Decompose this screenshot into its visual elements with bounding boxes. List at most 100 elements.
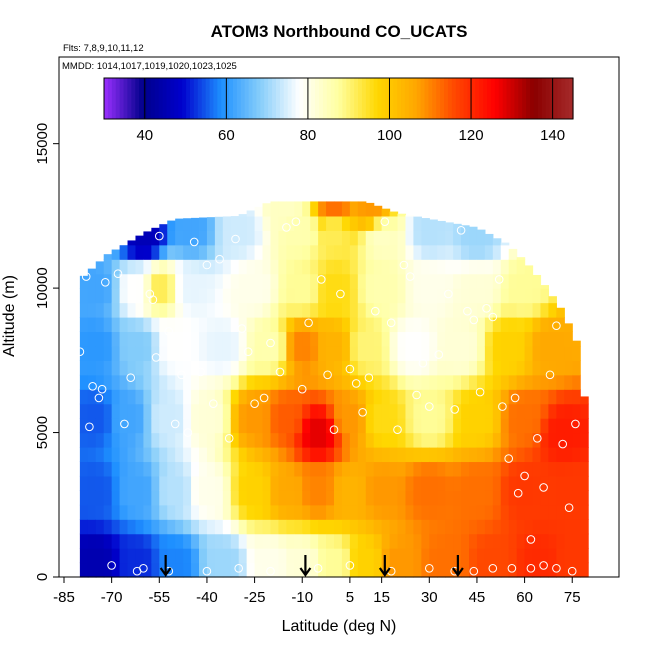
heatmap-cell: [445, 403, 454, 419]
observation-point: [317, 275, 326, 284]
heatmap-cell: [389, 432, 399, 448]
heatmap-cell: [389, 273, 399, 289]
x-tick-label: 15: [373, 589, 390, 606]
heatmap-cell: [397, 403, 407, 419]
heatmap-cell: [492, 403, 502, 419]
heatmap-cell: [214, 331, 224, 347]
heatmap-cell: [230, 230, 240, 246]
heatmap-cell: [238, 288, 248, 304]
heatmap-cell: [302, 418, 311, 434]
heatmap-cell: [500, 475, 510, 491]
heatmap-cell: [183, 562, 192, 578]
heatmap-cell: [310, 317, 319, 333]
heatmap-cell: [214, 447, 224, 463]
heatmap-cell: [564, 331, 573, 347]
observation-point: [552, 564, 561, 573]
colorbar-segment: [318, 78, 324, 119]
heatmap-cell: [206, 288, 216, 304]
heatmap-cell: [437, 519, 446, 535]
heatmap-cell: [278, 230, 287, 246]
heatmap-cell: [437, 418, 446, 434]
heatmap-cell: [357, 360, 367, 376]
colorbar-segment: [260, 78, 265, 119]
heatmap-cell: [453, 273, 462, 289]
colorbar-segment: [275, 78, 281, 119]
heatmap-cell: [175, 548, 184, 564]
heatmap-cell: [445, 273, 454, 289]
observation-point: [482, 304, 491, 313]
surface-marker-arrow: [159, 555, 172, 577]
heatmap-cell: [294, 548, 303, 564]
heatmap-cell: [326, 504, 335, 520]
heatmap-cell: [341, 244, 351, 260]
observation-point: [101, 278, 110, 287]
heatmap-cell: [469, 548, 478, 564]
heatmap-cell: [540, 432, 550, 448]
heatmap-cell: [326, 201, 335, 217]
heatmap-cell: [302, 447, 311, 463]
heatmap-cell: [389, 533, 399, 549]
heatmap-cell: [405, 230, 415, 246]
heatmap-cell: [262, 259, 272, 275]
heatmap-cell: [524, 331, 534, 347]
heatmap-cell: [151, 273, 160, 289]
heatmap-cell: [556, 389, 565, 405]
heatmap-cell: [119, 447, 129, 463]
heatmap-cell: [365, 519, 375, 535]
heatmap-cell: [270, 461, 280, 477]
heatmap-cell: [357, 215, 367, 231]
colorbar-segment: [498, 78, 504, 119]
colorbar-segment: [373, 78, 379, 119]
colorbar-segment: [530, 78, 535, 119]
heatmap-cell: [326, 475, 335, 491]
heatmap-cell: [572, 340, 581, 347]
heatmap-cell: [222, 288, 232, 304]
heatmap-cell: [183, 259, 192, 275]
heatmap-cell: [214, 403, 224, 419]
heatmap-cell: [95, 360, 105, 376]
plot-frame: [58, 56, 620, 578]
heatmap-cell: [524, 265, 534, 275]
heatmap-cell: [365, 202, 375, 217]
colorbar-segment: [526, 78, 531, 119]
heatmap-cell: [540, 331, 550, 347]
heatmap-cell: [421, 345, 430, 361]
heatmap-cell: [270, 403, 280, 419]
heatmap-cell: [492, 360, 502, 376]
heatmap-cell: [540, 288, 550, 304]
heatmap-cell: [381, 208, 391, 217]
heatmap-cell: [238, 504, 248, 520]
heatmap-cell: [413, 345, 422, 361]
observation-point: [336, 289, 345, 299]
heatmap-cell: [381, 533, 391, 549]
heatmap-cell: [167, 389, 176, 405]
flight-observation-points: [75, 217, 583, 576]
heatmap-cell: [532, 331, 542, 347]
heatmap-cell: [318, 374, 327, 390]
heatmap-cell: [349, 519, 359, 535]
heatmap-cell: [270, 475, 280, 491]
heatmap-cell: [445, 230, 454, 246]
heatmap-cell: [381, 490, 391, 506]
heatmap-cell: [484, 345, 494, 361]
heatmap-cell: [341, 504, 351, 520]
heatmap-cell: [500, 244, 510, 260]
heatmap-cell: [349, 548, 359, 564]
heatmap-cell: [143, 374, 152, 390]
heatmap-cell: [222, 432, 232, 448]
heatmap-cell: [397, 475, 407, 491]
heatmap-cell: [461, 244, 470, 260]
heatmap-cell: [159, 447, 168, 463]
heatmap-cell: [405, 259, 415, 275]
heatmap-cell: [286, 360, 295, 376]
heatmap-cell: [556, 504, 565, 520]
heatmap-cell: [214, 288, 224, 304]
heatmap-cell: [334, 418, 343, 434]
colorbar-segment: [346, 78, 351, 119]
heatmap-cell: [310, 490, 319, 506]
heatmap-cell: [341, 331, 351, 347]
heatmap-cell: [341, 273, 351, 289]
heatmap-cell: [286, 244, 295, 260]
observation-point: [75, 347, 85, 357]
heatmap-cell: [222, 374, 232, 390]
